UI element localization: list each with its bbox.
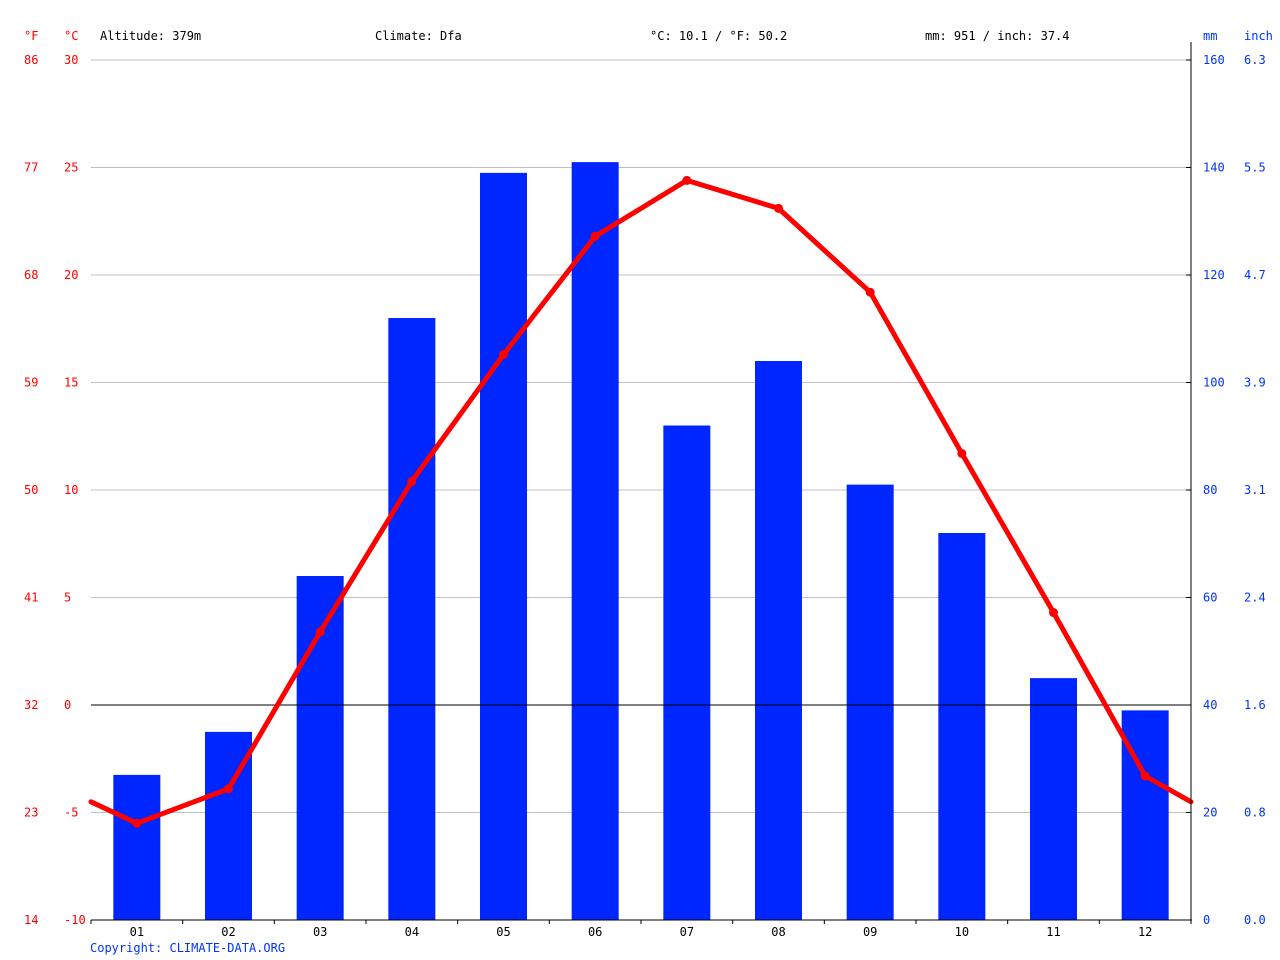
temperature-point — [682, 175, 692, 185]
month-label: 06 — [588, 925, 602, 939]
axes — [90, 42, 1192, 924]
inch-tick-label: 5.5 — [1244, 161, 1266, 175]
temperature-point — [590, 231, 600, 241]
month-label: 11 — [1046, 925, 1060, 939]
celsius-tick-label: 10 — [64, 483, 78, 497]
precipitation-bar — [388, 318, 436, 920]
altitude-label: Altitude: 379m — [100, 29, 201, 43]
copyright-text: Copyright: CLIMATE-DATA.ORG — [90, 941, 285, 955]
month-label: 07 — [680, 925, 694, 939]
month-label: 10 — [955, 925, 969, 939]
precipitation-bar — [663, 425, 711, 920]
temperature-point — [315, 627, 325, 637]
mm-tick-label: 140 — [1203, 161, 1225, 175]
mm-tick-label: 0 — [1203, 913, 1210, 927]
inch-tick-label: 3.1 — [1244, 483, 1266, 497]
axis-labels: 14 -10 23 -5 32 0 41 5 50 10 59 15 68 20 77 25 86 30 0 0.0 2… — [24, 53, 1266, 939]
month-label: 08 — [771, 925, 785, 939]
month-label: 05 — [496, 925, 510, 939]
celsius-tick-label: -5 — [64, 806, 78, 820]
month-label: 01 — [130, 925, 144, 939]
month-label: 03 — [313, 925, 327, 939]
month-label: 02 — [221, 925, 235, 939]
fahrenheit-tick-label: 59 — [24, 376, 38, 390]
inch-tick-label: 1.6 — [1244, 698, 1266, 712]
precipitation-bar — [1030, 678, 1077, 920]
celsius-tick-label: 15 — [64, 376, 78, 390]
fahrenheit-tick-label: 23 — [24, 806, 38, 820]
mm-tick-label: 120 — [1203, 268, 1225, 282]
temperature-point — [132, 818, 142, 828]
precipitation-bar — [480, 172, 527, 920]
precipitation-bar — [571, 162, 619, 920]
precipitation-bar — [113, 774, 161, 920]
temperature-point — [1049, 608, 1058, 618]
precipitation-bar — [755, 361, 802, 920]
celsius-tick-label: 0 — [64, 698, 71, 712]
mm-tick-label: 60 — [1203, 591, 1217, 605]
fahrenheit-tick-label: 14 — [24, 913, 38, 927]
inch-tick-label: 0.0 — [1244, 913, 1266, 927]
temperature-point — [774, 203, 783, 213]
climate-label: Climate: Dfa — [375, 29, 462, 43]
precipitation-bar — [938, 533, 986, 920]
mm-tick-label: 160 — [1203, 53, 1225, 67]
mm-unit-label: mm — [1203, 29, 1217, 43]
fahrenheit-tick-label: 86 — [24, 53, 38, 67]
inch-unit-label: inch — [1244, 29, 1273, 43]
temperature-point — [1140, 771, 1150, 781]
precipitation-bars — [113, 162, 1169, 920]
mm-tick-label: 80 — [1203, 483, 1217, 497]
fahrenheit-tick-label: 50 — [24, 483, 38, 497]
temperature-line — [88, 177, 1194, 826]
celsius-tick-label: 25 — [64, 161, 78, 175]
fahrenheit-unit-label: °F — [24, 29, 38, 43]
celsius-tick-label: -10 — [64, 913, 86, 927]
inch-tick-label: 4.7 — [1244, 268, 1266, 282]
month-label: 04 — [405, 925, 419, 939]
fahrenheit-tick-label: 68 — [24, 268, 38, 282]
temperature-point — [224, 784, 233, 794]
mm-tick-label: 100 — [1203, 376, 1225, 390]
temperature-point — [499, 350, 508, 360]
celsius-unit-label: °C — [64, 29, 78, 43]
grid-lines — [91, 59, 1191, 813]
mm-tick-label: 40 — [1203, 698, 1217, 712]
temperature-average-label: °C: 10.1 / °F: 50.2 — [650, 29, 787, 43]
inch-tick-label: 2.4 — [1244, 591, 1266, 605]
celsius-tick-label: 30 — [64, 53, 78, 67]
temperature-point — [865, 287, 875, 297]
inch-tick-label: 0.8 — [1244, 806, 1266, 820]
precipitation-total-label: mm: 951 / inch: 37.4 — [925, 29, 1070, 43]
month-label: 12 — [1138, 925, 1152, 939]
temperature-point — [957, 448, 967, 458]
fahrenheit-tick-label: 32 — [24, 698, 38, 712]
celsius-tick-label: 5 — [64, 591, 71, 605]
mm-tick-label: 20 — [1203, 806, 1217, 820]
fahrenheit-tick-label: 41 — [24, 591, 38, 605]
temperature-line-group — [88, 175, 1194, 828]
fahrenheit-tick-label: 77 — [24, 161, 38, 175]
inch-tick-label: 6.3 — [1244, 53, 1266, 67]
month-label: 09 — [863, 925, 877, 939]
celsius-tick-label: 20 — [64, 268, 78, 282]
inch-tick-label: 3.9 — [1244, 376, 1266, 390]
precipitation-bar — [846, 484, 894, 920]
temperature-point — [407, 476, 417, 486]
